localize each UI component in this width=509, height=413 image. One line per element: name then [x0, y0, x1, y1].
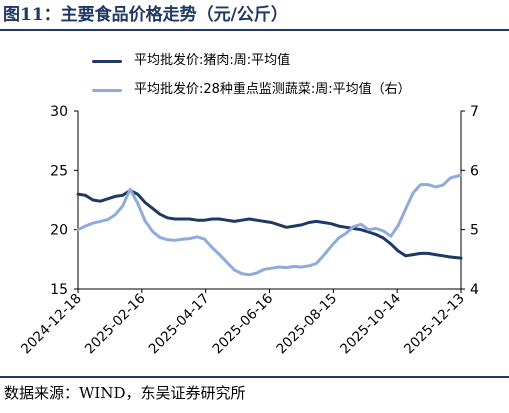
x-tick-label: 2025-02-16	[82, 291, 149, 358]
x-tick-label: 2025-10-14	[337, 291, 404, 358]
legend-label-vegetables: 平均批发价:28种重点监测蔬菜:周:平均值（右）	[134, 82, 411, 97]
price-line-chart: 15 20 25 30 4 5 6 7 2024-12-182025-02-162025-04-…	[18, 104, 479, 358]
legend-swatch-pork	[92, 60, 122, 63]
legend-swatch-vegetables	[92, 89, 122, 92]
y-left-tick-label: 25	[50, 163, 68, 179]
figure-title: 图11：主要食品价格走势（元/公斤）	[3, 5, 288, 25]
y-left-tick-label: 15	[50, 282, 68, 298]
source-rule	[0, 376, 509, 378]
y-left-tick-label: 30	[50, 104, 68, 120]
y-right-tick-label: 4	[470, 282, 479, 298]
x-tick-label: 2025-06-16	[210, 291, 277, 358]
title-rule	[0, 29, 509, 31]
series-line-vegetables	[76, 173, 463, 277]
x-tick-label: 2025-04-17	[146, 291, 213, 358]
x-tick-label: 2024-12-18	[18, 291, 85, 358]
x-tick-label: 2025-12-13	[401, 291, 468, 358]
x-tick-label: 2025-08-15	[273, 291, 340, 358]
y-right-tick-label: 7	[470, 104, 479, 120]
source-note: 数据来源：WIND，东吴证券研究所	[4, 384, 246, 402]
y-right-tick-label: 6	[470, 163, 479, 179]
y-right-tick-label: 5	[470, 223, 479, 239]
series-line-pork	[76, 189, 463, 260]
legend-label-pork: 平均批发价:猪肉:周:平均值	[134, 53, 291, 68]
y-left-tick-label: 20	[50, 223, 68, 239]
